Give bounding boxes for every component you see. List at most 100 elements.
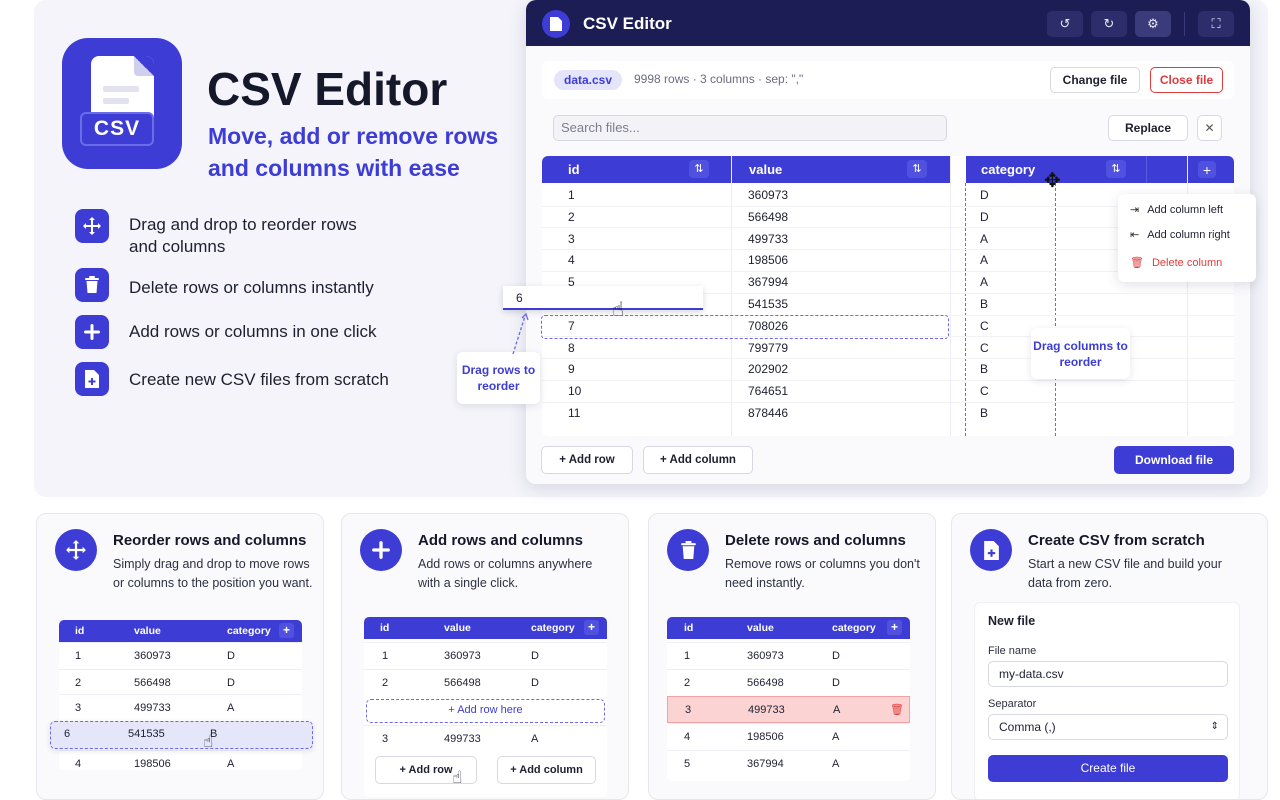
fullscreen-icon[interactable]: ⛶ bbox=[1198, 11, 1234, 37]
add-column-button[interactable]: + Add column bbox=[497, 756, 596, 784]
cell-id[interactable]: 11 bbox=[568, 406, 581, 420]
close-file-button[interactable]: Close file bbox=[1150, 67, 1223, 93]
add-column-icon[interactable]: + bbox=[584, 620, 599, 635]
column-header-value[interactable]: value bbox=[749, 162, 783, 177]
card-create: Create CSV from scratch Start a new CSV … bbox=[951, 513, 1268, 800]
table-row[interactable]: 11 878446 B bbox=[542, 403, 1234, 425]
table-row[interactable]: 4 198506 A bbox=[667, 723, 910, 750]
add-column-icon[interactable]: + bbox=[279, 623, 294, 638]
add-column-icon[interactable]: + bbox=[1198, 161, 1216, 178]
menu-item-add-column-left[interactable]: ⇥ Add column left bbox=[1130, 204, 1224, 216]
cell-value[interactable]: 198506 bbox=[748, 253, 789, 268]
hand-cursor-icon: ☝ bbox=[452, 768, 463, 787]
table-row[interactable]: 4 198506 A bbox=[542, 250, 1234, 273]
cell-id[interactable]: 4 bbox=[568, 253, 575, 268]
table-row[interactable]: 7 708026 C bbox=[542, 316, 1234, 338]
table-row[interactable]: 2 566498 D bbox=[667, 669, 910, 696]
cell-value[interactable]: 799779 bbox=[748, 340, 789, 355]
cell-category[interactable]: A bbox=[980, 231, 989, 246]
cell-value[interactable]: 202902 bbox=[748, 362, 789, 377]
cell-value[interactable]: 764651 bbox=[748, 384, 789, 399]
add-column-icon[interactable]: + bbox=[887, 620, 902, 635]
cell-value[interactable]: 878446 bbox=[748, 406, 789, 420]
table-row[interactable]: 8 799779 C bbox=[542, 338, 1234, 360]
cell-category[interactable]: C bbox=[980, 340, 989, 355]
file-plus-icon bbox=[75, 362, 109, 396]
dragged-row[interactable]: 6 bbox=[503, 286, 703, 310]
table-row[interactable]: 9 202902 B bbox=[542, 359, 1234, 382]
close-icon[interactable]: ✕ bbox=[1197, 115, 1222, 141]
feature-item: Add rows or columns in one click bbox=[75, 315, 389, 349]
cell-category[interactable]: D bbox=[980, 188, 989, 202]
cell-id[interactable]: 10 bbox=[568, 384, 582, 399]
table-row[interactable]: 10 764651 C bbox=[542, 381, 1234, 403]
cell-id[interactable]: 5 bbox=[568, 275, 575, 290]
file-bar: data.csv 9998 rows · 3 columns · sep: ",… bbox=[542, 61, 1234, 99]
table-row-selected[interactable]: 3 499733 A 🗑 bbox=[667, 696, 910, 723]
table-row[interactable]: 4 198506 A bbox=[59, 750, 302, 777]
sort-icon[interactable]: ⇅ bbox=[907, 160, 927, 178]
cell-value[interactable]: 566498 bbox=[748, 209, 789, 224]
cell-id[interactable]: 7 bbox=[568, 318, 575, 333]
sort-icon[interactable]: ⇅ bbox=[1106, 160, 1126, 178]
cell-value[interactable]: 708026 bbox=[748, 318, 789, 333]
search-input[interactable]: Search files... bbox=[553, 115, 947, 141]
table-row[interactable]: 5 367994 A bbox=[667, 750, 910, 777]
redo-icon[interactable]: ↻ bbox=[1091, 11, 1127, 37]
file-name-input[interactable]: my-data.csv bbox=[988, 661, 1228, 687]
table-row[interactable]: 2 566498 D bbox=[59, 669, 302, 696]
cell-category[interactable]: D bbox=[980, 209, 989, 224]
feature-item: Delete rows or columns instantly bbox=[75, 268, 389, 302]
undo-icon[interactable]: ↺ bbox=[1047, 11, 1083, 37]
move-cursor-icon: ✥ bbox=[1044, 170, 1061, 192]
table-row[interactable]: 1 360973 D bbox=[59, 642, 302, 669]
change-file-button[interactable]: Change file bbox=[1050, 67, 1140, 93]
add-column-button[interactable]: + Add column bbox=[643, 446, 753, 474]
cell-id[interactable]: 2 bbox=[568, 209, 575, 224]
cell-value[interactable]: 360973 bbox=[748, 188, 789, 202]
column-header-category[interactable]: category bbox=[981, 162, 1036, 177]
table-row[interactable]: 3 499733 A bbox=[364, 725, 607, 752]
cell-category[interactable]: A bbox=[980, 253, 989, 268]
replace-button[interactable]: Replace bbox=[1108, 115, 1188, 141]
table-row[interactable]: 3 499733 A bbox=[59, 694, 302, 721]
table-row[interactable]: 5 367994 A bbox=[542, 272, 1234, 294]
gear-icon[interactable]: ⚙ bbox=[1135, 11, 1171, 37]
add-row-button[interactable]: + Add row bbox=[375, 756, 477, 784]
card-title: Create CSV from scratch bbox=[1028, 532, 1205, 549]
table-row[interactable]: 1 360973 D bbox=[364, 642, 607, 669]
create-file-button[interactable]: Create file bbox=[988, 755, 1228, 782]
table-row[interactable]: 1 360973 D bbox=[542, 185, 1234, 207]
cell-id[interactable]: 3 bbox=[568, 231, 575, 246]
cell-category[interactable]: C bbox=[980, 384, 989, 399]
cell-id[interactable]: 8 bbox=[568, 340, 575, 355]
cell-category[interactable]: B bbox=[980, 362, 989, 377]
trash-icon[interactable]: 🗑 bbox=[890, 704, 904, 716]
download-button[interactable]: Download file bbox=[1114, 446, 1234, 474]
dragged-row[interactable]: 6 541535 B bbox=[50, 721, 313, 749]
table-row[interactable]: 2 566498 D bbox=[542, 207, 1234, 229]
separator-label: Separator bbox=[988, 698, 1037, 710]
table-row[interactable]: 2 566498 D bbox=[364, 669, 607, 696]
separator-select[interactable]: Comma (,) ⇕ bbox=[988, 714, 1228, 740]
cell-category[interactable]: B bbox=[980, 297, 989, 311]
cell-value[interactable]: 541535 bbox=[748, 297, 789, 311]
sort-icon[interactable]: ⇅ bbox=[689, 160, 709, 178]
cell-id[interactable]: 9 bbox=[568, 362, 575, 377]
add-row-button[interactable]: + Add row bbox=[541, 446, 633, 474]
cell-id[interactable]: 1 bbox=[568, 188, 575, 202]
cell-category[interactable]: A bbox=[980, 275, 989, 290]
cell-value[interactable]: 499733 bbox=[748, 231, 789, 246]
cell-category[interactable]: C bbox=[980, 318, 989, 333]
cell-category[interactable]: B bbox=[980, 406, 989, 420]
menu-item-delete-column[interactable]: 🗑 Delete column bbox=[1130, 257, 1223, 269]
file-plus-icon bbox=[970, 529, 1012, 571]
plus-icon bbox=[75, 315, 109, 349]
add-row-here-button[interactable]: + Add row here bbox=[366, 699, 605, 723]
table-row[interactable]: 1 360973 D bbox=[667, 642, 910, 669]
table-row[interactable]: 3 499733 A bbox=[542, 229, 1234, 251]
column-header-id[interactable]: id bbox=[568, 162, 580, 177]
cell-value[interactable]: 367994 bbox=[748, 275, 789, 290]
menu-item-add-column-right[interactable]: ⇤ Add column right bbox=[1130, 229, 1230, 241]
